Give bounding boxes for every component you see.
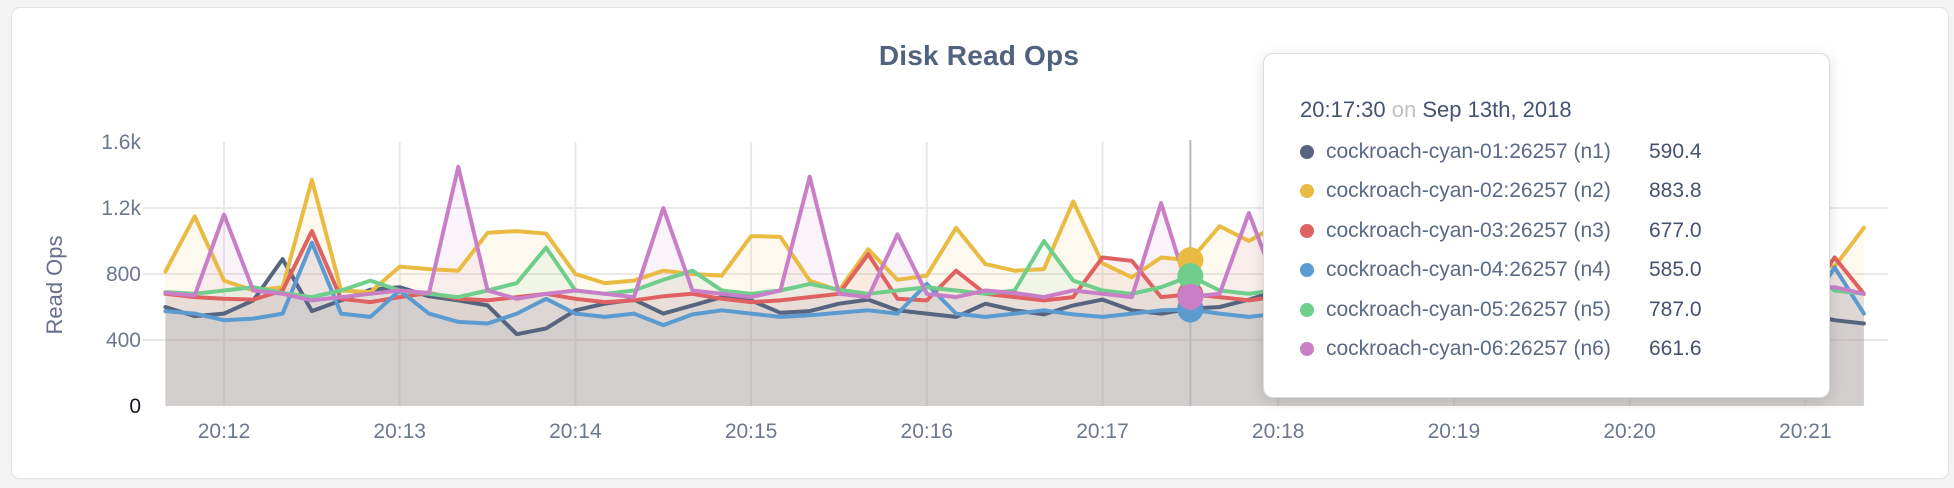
hover-tooltip: 20:17:30 on Sep 13th, 2018 cockroach-cya… <box>1263 53 1830 398</box>
x-tick-label: 20:13 <box>373 420 426 443</box>
tooltip-series-value: 787.0 <box>1649 297 1702 321</box>
chart-title: Disk Read Ops <box>878 40 1080 71</box>
tooltip-rows: cockroach-cyan-01:26257 (n1) 590.4 cockroa… <box>1300 132 1829 369</box>
hover-dot-n5 <box>1177 263 1204 290</box>
tooltip-row-n3: cockroach-cyan-03:26257 (n3) 677.0 <box>1300 211 1829 251</box>
tooltip-row-n6: cockroach-cyan-06:26257 (n6) 661.6 <box>1300 330 1829 370</box>
x-tick-label: 20:21 <box>1779 420 1832 443</box>
x-tick-label: 20:19 <box>1428 420 1481 443</box>
tooltip-row-n2: cockroach-cyan-02:26257 (n2) 883.8 <box>1300 172 1829 212</box>
x-tick-label: 20:18 <box>1252 420 1305 443</box>
tooltip-series-value: 883.8 <box>1649 179 1702 203</box>
tooltip-row-n1: cockroach-cyan-01:26257 (n1) 590.4 <box>1300 132 1829 172</box>
tooltip-series-value: 677.0 <box>1649 218 1702 242</box>
tooltip-date: Sep 13th, 2018 <box>1422 97 1572 122</box>
hover-dot-n6 <box>1177 283 1204 310</box>
y-tick-label: 800 <box>106 263 141 286</box>
tooltip-header: 20:17:30 on Sep 13th, 2018 <box>1300 97 1829 123</box>
tooltip-series-name: cockroach-cyan-03:26257 (n3) <box>1326 218 1611 242</box>
tooltip-row-n4: cockroach-cyan-04:26257 (n4) 585.0 <box>1300 251 1829 291</box>
y-tick-label: 400 <box>106 329 141 352</box>
series-color-dot-icon <box>1300 184 1314 199</box>
tooltip-time: 20:17:30 <box>1300 97 1386 122</box>
tooltip-series-name: cockroach-cyan-05:26257 (n5) <box>1326 297 1611 321</box>
tooltip-series-name: cockroach-cyan-06:26257 (n6) <box>1326 337 1611 361</box>
tooltip-series-name: cockroach-cyan-02:26257 (n2) <box>1326 179 1611 203</box>
series-color-dot-icon <box>1300 342 1314 357</box>
x-tick-label: 20:12 <box>198 420 251 443</box>
x-tick-label: 20:14 <box>549 420 602 443</box>
series-color-dot-icon <box>1300 223 1314 238</box>
x-tick-label: 20:15 <box>725 420 778 443</box>
tooltip-series-value: 590.4 <box>1649 139 1702 163</box>
x-tick-label: 20:17 <box>1076 420 1129 443</box>
x-tick-label: 20:20 <box>1603 420 1656 443</box>
tooltip-series-value: 661.6 <box>1649 337 1702 361</box>
tooltip-series-name: cockroach-cyan-04:26257 (n4) <box>1326 258 1611 282</box>
series-color-dot-icon <box>1300 302 1314 317</box>
tooltip-row-n5: cockroach-cyan-05:26257 (n5) 787.0 <box>1300 290 1829 330</box>
series-color-dot-icon <box>1300 144 1314 159</box>
y-tick-label: 1.6k <box>101 131 141 154</box>
tooltip-conjunction: on <box>1391 97 1417 122</box>
tooltip-series-name: cockroach-cyan-01:26257 (n1) <box>1326 139 1611 163</box>
y-tick-label: 0 <box>129 395 141 418</box>
tooltip-series-value: 585.0 <box>1649 258 1702 282</box>
series-color-dot-icon <box>1300 263 1314 278</box>
y-tick-label: 1.2k <box>101 197 141 220</box>
x-tick-label: 20:16 <box>901 420 954 443</box>
